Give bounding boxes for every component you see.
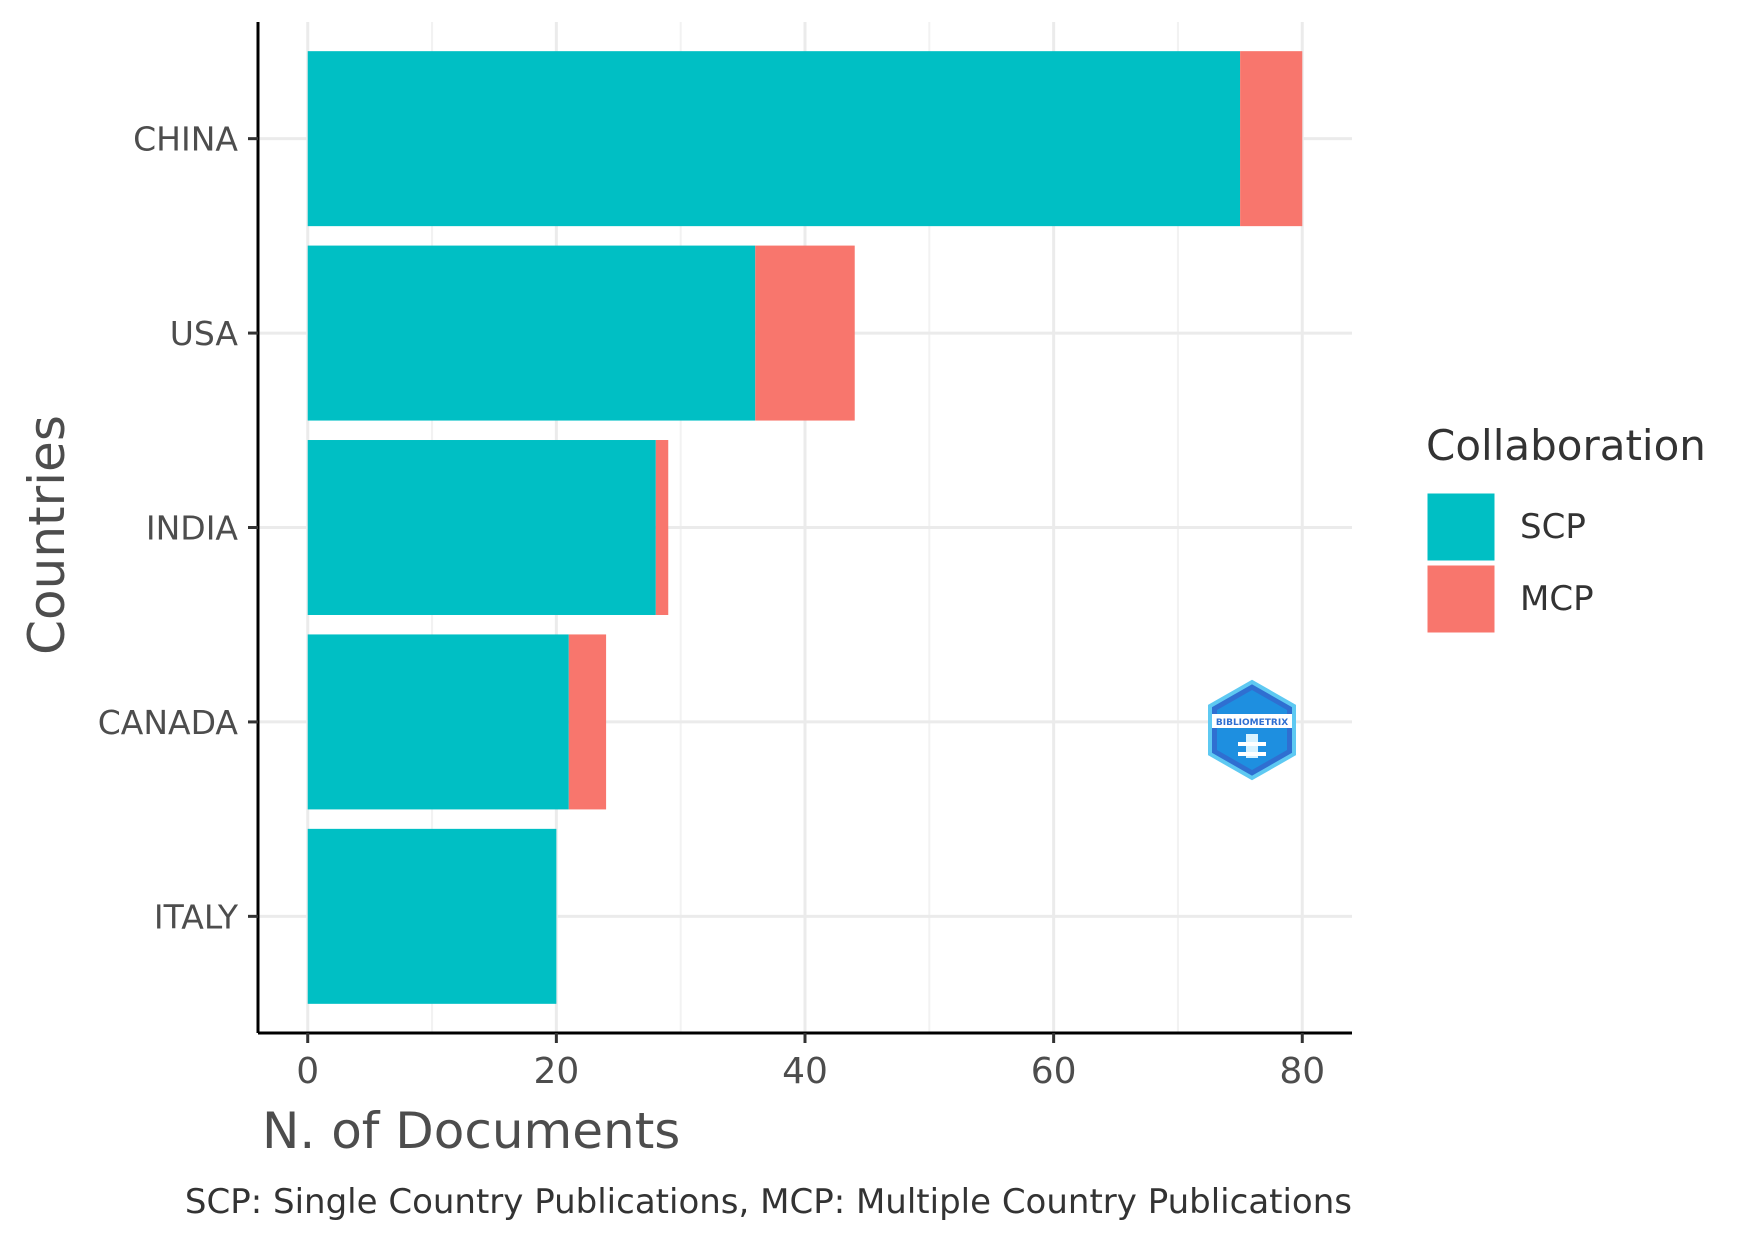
bar-scp-usa — [307, 245, 756, 421]
legend-title: Collaboration — [1426, 421, 1706, 470]
y-tick-label-usa: USA — [170, 314, 239, 353]
y-tick-label-italy: ITALY — [154, 897, 239, 936]
x-tick-label: 60 — [1031, 1051, 1077, 1092]
x-tick-label: 40 — [782, 1051, 828, 1092]
bar-scp-china — [307, 51, 1241, 227]
x-tick-label: 80 — [1279, 1051, 1325, 1092]
logo-text: BIBLIOMETRIX — [1216, 718, 1288, 728]
x-tick-label: 20 — [533, 1051, 579, 1092]
legend-key-mcp — [1424, 562, 1498, 636]
legend-label-mcp: MCP — [1520, 579, 1594, 619]
y-tick-label-china: CHINA — [133, 120, 238, 159]
legend: SCP MCP — [1424, 490, 1594, 636]
legend-label-scp: SCP — [1520, 507, 1586, 547]
x-tick-label: 0 — [296, 1051, 319, 1092]
y-axis-ticks: CHINA USA INDIA CANADA ITALY — [98, 120, 258, 936]
bar-scp-india — [307, 440, 656, 615]
bar-mcp-india — [655, 440, 669, 615]
bar-mcp-canada — [568, 634, 607, 810]
x-axis-ticks: 0 20 40 60 80 — [296, 1033, 1325, 1092]
bar-mcp-usa — [755, 245, 855, 421]
bars — [307, 51, 1303, 1004]
bar-mcp-china — [1240, 51, 1303, 227]
biblioshiny-logo-icon: BIBLIOMETRIX — [1208, 679, 1296, 781]
x-axis-title: N. of Documents — [262, 1102, 680, 1160]
bar-scp-canada — [307, 634, 569, 810]
y-tick-label-canada: CANADA — [98, 703, 239, 742]
caption: SCP: Single Country Publications, MCP: M… — [185, 1182, 1352, 1222]
bar-scp-italy — [307, 828, 557, 1004]
y-axis-title: Countries — [18, 415, 76, 655]
y-tick-label-india: INDIA — [146, 509, 239, 548]
legend-key-scp — [1424, 490, 1498, 564]
